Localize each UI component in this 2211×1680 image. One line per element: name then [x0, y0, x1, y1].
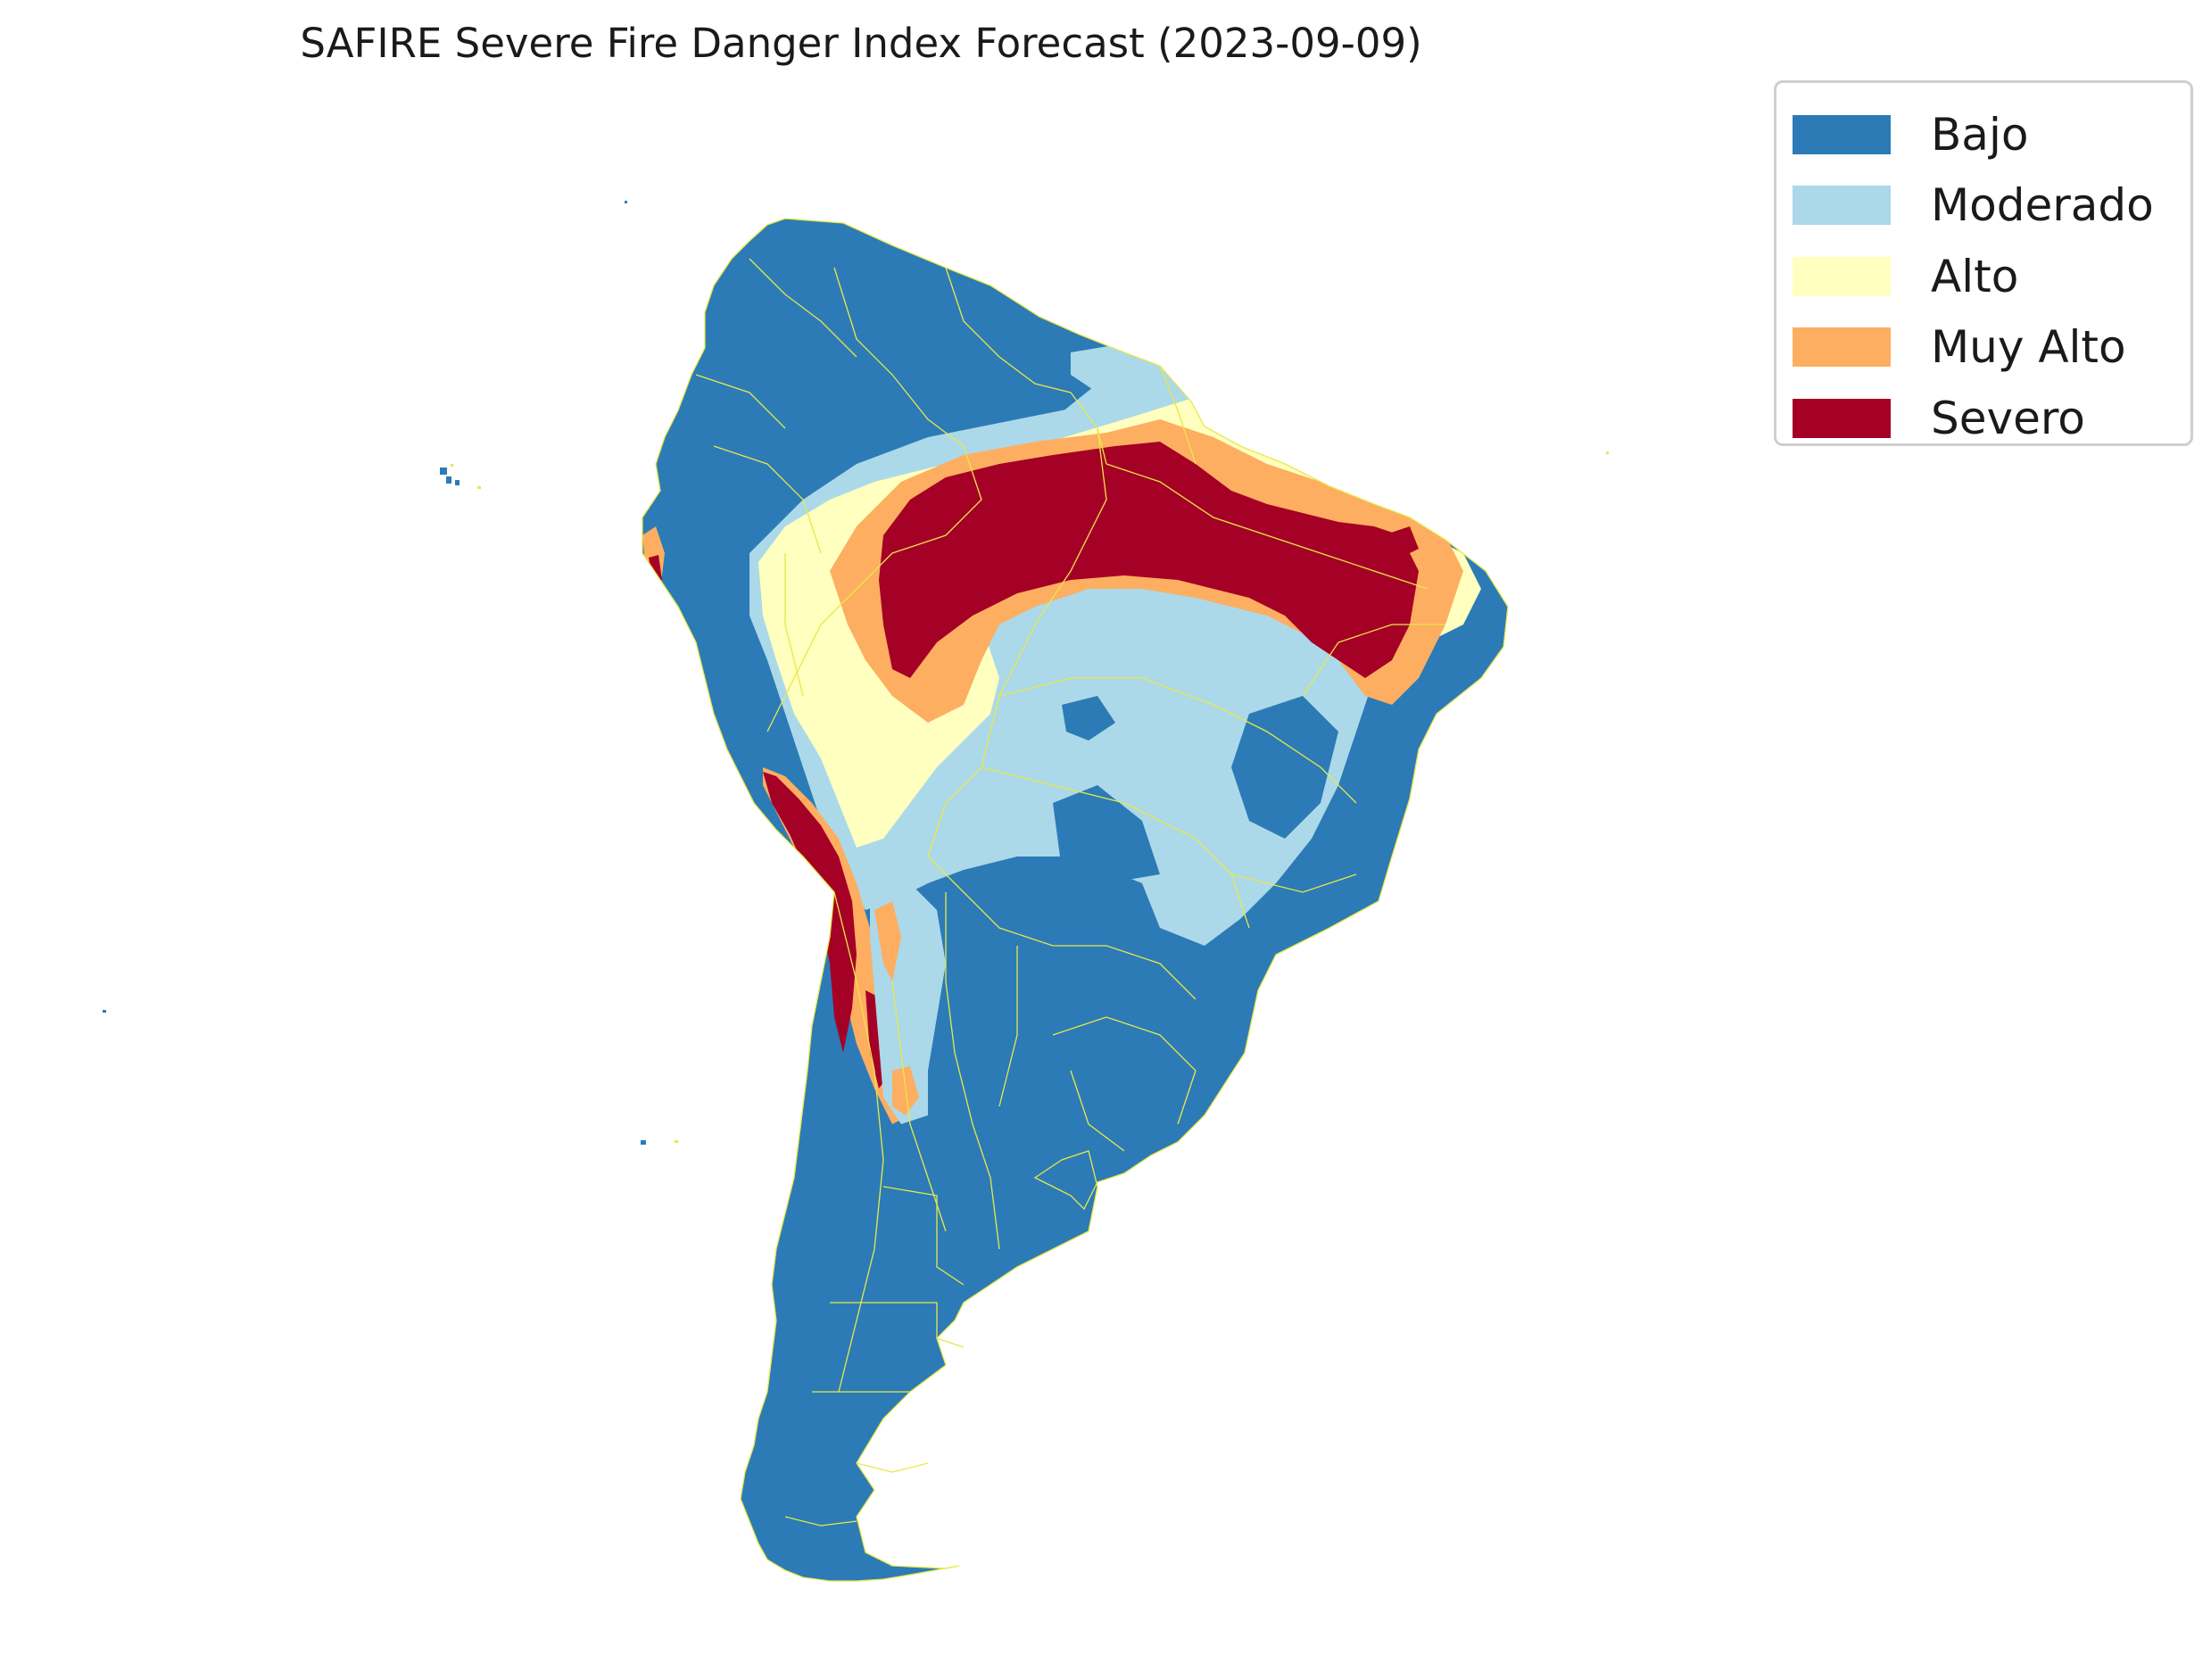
zone-bajo-patch: [1231, 696, 1338, 839]
legend-item-severo: Severo: [1793, 383, 2190, 454]
legend-item-alto: Alto: [1793, 241, 2190, 312]
legend-label: Bajo: [1931, 108, 2029, 161]
legend-swatch: [1793, 186, 1891, 226]
zone-severo-ne: [1383, 526, 1419, 558]
danger-zones: [642, 219, 1508, 1581]
legend-swatch: [1793, 114, 1891, 154]
legend-swatch: [1793, 327, 1891, 368]
legend-swatch: [1793, 398, 1891, 438]
legend-item-muy-alto: Muy Alto: [1793, 312, 2190, 384]
legend: Bajo Moderado Alto Muy Alto Severo: [1774, 80, 2193, 446]
admin-boundaries: [642, 218, 1509, 1582]
zone-severo: [879, 442, 1419, 678]
zone-severo-coast: [763, 772, 857, 1053]
islands: [103, 201, 820, 1145]
legend-item-moderado: Moderado: [1793, 170, 2190, 242]
south-america-fire-danger-map: [103, 201, 1609, 1582]
legend-label: Muy Alto: [1931, 321, 2126, 374]
zone-muy-alto-andes: [874, 901, 901, 981]
legend-label: Alto: [1931, 250, 2019, 302]
zone-bajo-patch: [1053, 785, 1160, 883]
island-outlines: [451, 451, 1609, 1143]
legend-swatch: [1793, 256, 1891, 296]
zone-bajo-patch: [1062, 696, 1115, 741]
legend-item-bajo: Bajo: [1793, 99, 2190, 170]
legend-label: Moderado: [1931, 179, 2154, 232]
map-title: SAFIRE Severe Fire Danger Index Forecast…: [300, 20, 1422, 67]
legend-label: Severo: [1931, 392, 2085, 444]
